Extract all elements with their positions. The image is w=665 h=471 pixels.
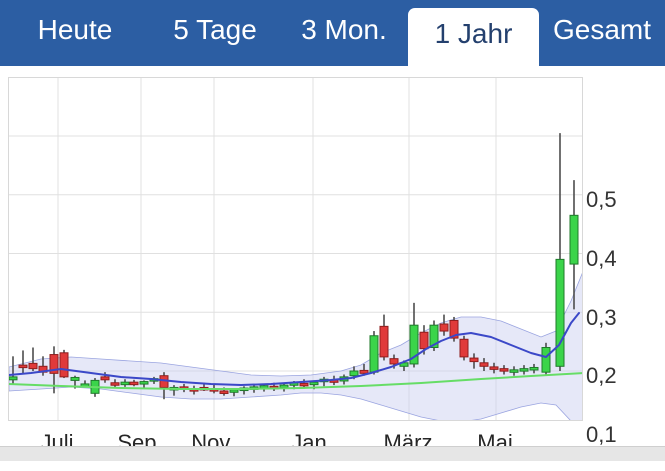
candle-body: [349, 370, 359, 377]
footer-strip: [0, 446, 665, 461]
candle-body: [49, 354, 59, 374]
candle-body: [555, 258, 565, 367]
chart-container: 0,5 0,4 0,3 0,2 0,1 Juli Sep. Nov. Jan. …: [0, 66, 665, 455]
tab-heute-label: Heute: [37, 14, 113, 45]
candle-body: [9, 376, 18, 381]
candle-body: [419, 331, 429, 350]
candle-body: [529, 366, 539, 371]
chart-svg: [9, 78, 582, 420]
candle-body: [389, 358, 399, 365]
candle-body: [70, 376, 80, 381]
tab-5-tage[interactable]: 5 Tage: [150, 0, 280, 66]
tab-1-jahr[interactable]: 1 Jahr: [408, 8, 539, 66]
candle-body: [459, 338, 469, 358]
candle-body: [489, 366, 499, 370]
candle-body: [309, 381, 319, 386]
candle-body: [379, 325, 389, 358]
tab-gesamt[interactable]: Gesamt: [539, 0, 665, 66]
tab-3-monate[interactable]: 3 Mon.: [280, 0, 408, 66]
y-tick-0-4: 0,4: [586, 246, 617, 271]
candle-body: [439, 323, 449, 332]
candle-body: [409, 324, 419, 365]
candle-body: [509, 369, 519, 373]
timeframe-tabbar: Heute 5 Tage 3 Mon. 1 Jahr Gesamt: [0, 0, 665, 66]
tab-5-tage-label: 5 Tage: [173, 14, 257, 45]
tab-1-jahr-label: 1 Jahr: [434, 18, 513, 49]
stock-chart-widget: Heute 5 Tage 3 Mon. 1 Jahr Gesamt 0,5 0,…: [0, 0, 665, 461]
candle-body: [120, 381, 130, 386]
y-tick-0-5: 0,5: [586, 187, 617, 212]
candle-body: [110, 382, 120, 386]
candle-body: [279, 384, 289, 389]
candle-body: [369, 335, 379, 373]
candle-body: [18, 364, 28, 369]
candle-body: [359, 369, 369, 374]
grid-lines: [9, 78, 582, 420]
candle-body: [100, 376, 110, 381]
candle-body: [28, 362, 38, 370]
candle-body: [429, 324, 439, 349]
ma-line-0: [9, 312, 580, 386]
candle-body: [569, 214, 579, 265]
candlestick-plot[interactable]: [8, 77, 583, 421]
y-tick-0-2: 0,2: [586, 363, 617, 388]
candle-body: [519, 368, 529, 372]
candle-body: [299, 382, 309, 387]
candle-body: [229, 389, 239, 393]
candle-body: [139, 381, 149, 385]
candle-body: [479, 362, 489, 367]
y-axis-labels: 0,5 0,4 0,3 0,2 0,1: [586, 66, 665, 446]
candle-body: [129, 381, 139, 386]
y-tick-0-3: 0,3: [586, 305, 617, 330]
tab-gesamt-label: Gesamt: [552, 14, 652, 45]
candle-body: [499, 368, 509, 372]
bollinger-band: [9, 272, 582, 420]
ma-line-1: [9, 372, 582, 390]
candle-body: [469, 357, 479, 363]
tab-heute[interactable]: Heute: [0, 0, 150, 66]
candle-body: [541, 347, 551, 373]
candle-body: [449, 319, 459, 339]
candle-body: [59, 352, 69, 378]
tab-3-monate-label: 3 Mon.: [301, 14, 387, 45]
candle-body: [219, 390, 229, 394]
y-tick-0-1: 0,1: [586, 422, 617, 447]
